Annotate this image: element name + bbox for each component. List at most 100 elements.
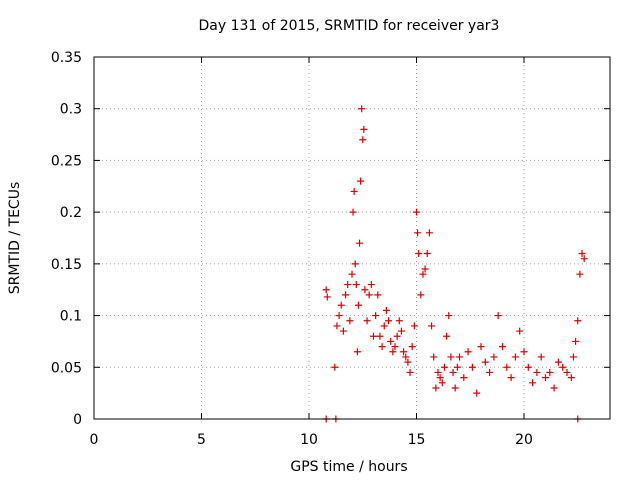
data-point (542, 374, 549, 382)
data-point (367, 281, 375, 289)
x-axis-label: GPS time / hours (290, 459, 407, 475)
y-tick-label: 0.15 (51, 257, 82, 273)
data-point (425, 229, 433, 237)
data-point (400, 348, 408, 356)
data-point (533, 368, 541, 376)
data-point (342, 291, 350, 299)
data-point (415, 250, 423, 258)
data-point (546, 368, 554, 376)
data-point (520, 348, 528, 356)
data-point (359, 136, 367, 144)
data-point (348, 270, 356, 278)
data-point (414, 229, 422, 237)
data-point (503, 363, 511, 371)
chart-title: Day 131 of 2015, SRMTID for receiver yar… (199, 18, 500, 34)
data-point (378, 343, 386, 351)
data-point (391, 343, 399, 351)
data-point (572, 337, 580, 345)
data-point (356, 239, 364, 247)
data-point (352, 281, 360, 289)
data-point (397, 327, 405, 335)
data-point (486, 368, 494, 376)
y-tick-label: 0.25 (51, 153, 82, 169)
data-point (337, 301, 345, 309)
data-point (537, 353, 545, 361)
y-tick-label: 0.1 (60, 309, 82, 325)
data-point (361, 286, 369, 294)
plot-border (93, 56, 611, 420)
data-point (358, 105, 366, 113)
data-point (559, 363, 567, 371)
data-point (387, 337, 395, 345)
data-point (393, 332, 401, 340)
data-point (408, 343, 416, 351)
x-tick-label: 15 (408, 432, 426, 448)
data-point (576, 270, 584, 278)
x-tick-label: 10 (300, 432, 318, 448)
data-point (481, 358, 489, 366)
data-point (438, 379, 446, 387)
axes (93, 56, 611, 420)
data-point (511, 353, 519, 361)
y-tick-label: 0.35 (51, 50, 82, 66)
data-point (456, 353, 463, 361)
data-point (372, 312, 380, 320)
data-point (580, 255, 588, 263)
data-point (499, 343, 506, 351)
data-point (574, 317, 582, 325)
data-point (453, 363, 461, 371)
data-point (344, 281, 352, 289)
data-point (494, 312, 502, 320)
data-point (419, 270, 427, 278)
data-point (385, 317, 393, 325)
data-point (357, 177, 365, 185)
data-point (413, 208, 420, 216)
data-point (423, 250, 431, 258)
data-point (529, 379, 537, 387)
y-tick-label: 0.3 (60, 102, 82, 118)
ticks: 0 0.05 0.1 0.15 0.2 0.25 0.3 0.35 0 5 10 15 20 (51, 50, 610, 448)
data-point (443, 332, 451, 340)
data-point (406, 368, 414, 376)
y-tick-label: 0.05 (51, 360, 82, 376)
data-point (428, 322, 436, 330)
data-point (430, 353, 438, 361)
data-point (370, 332, 377, 340)
data-point (578, 250, 586, 258)
data-point (333, 322, 341, 330)
data-point (464, 348, 472, 356)
data-point (363, 317, 371, 325)
data-point (380, 322, 388, 330)
y-axis-label: SRMTID / TECUs (7, 182, 23, 295)
data-point (365, 291, 373, 299)
data-point (554, 358, 562, 366)
data-point (477, 343, 485, 351)
data-point (432, 384, 440, 392)
data-point (507, 374, 515, 382)
data-point (350, 187, 358, 195)
data-point (436, 374, 444, 382)
data-point (440, 363, 448, 371)
data-point (490, 353, 498, 361)
data-point (449, 368, 457, 376)
data-point (404, 358, 412, 366)
data-point (331, 363, 339, 371)
data-point (376, 332, 384, 340)
x-tick-label: 5 (197, 432, 206, 448)
data-point (395, 317, 403, 325)
data-point (339, 327, 347, 335)
data-point (451, 384, 459, 392)
data-point (349, 208, 357, 216)
data-point (389, 348, 397, 356)
data-point (346, 317, 354, 325)
y-tick-label: 0 (73, 412, 82, 428)
data-point (421, 265, 429, 273)
data-point (417, 291, 425, 299)
data-point (460, 374, 468, 382)
x-tick-label: 0 (90, 432, 99, 448)
data-point (550, 384, 558, 392)
data-point (360, 125, 368, 133)
data-point (323, 293, 331, 301)
data-point (524, 363, 532, 371)
